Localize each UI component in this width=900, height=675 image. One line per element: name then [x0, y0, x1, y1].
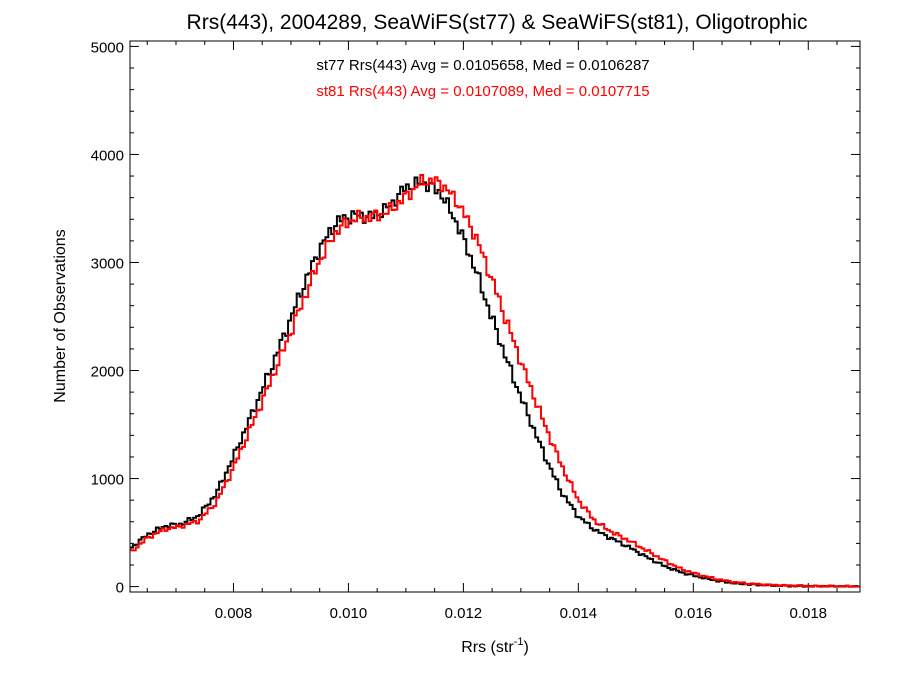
- chart-title: Rrs(443), 2004289, SeaWiFS(st77) & SeaWi…: [187, 11, 808, 34]
- st77-histogram-line: [130, 176, 860, 588]
- x-axis-label-superscript: -1: [514, 636, 524, 648]
- y-tick-label: 0: [116, 580, 124, 597]
- st81-stats-annotation: st81 Rrs(443) Avg = 0.0107089, Med = 0.0…: [316, 83, 649, 100]
- x-tick-label: 0.016: [675, 605, 713, 622]
- y-tick-label: 4000: [91, 147, 124, 164]
- x-tick-label: 0.018: [789, 605, 827, 622]
- st77-stats-annotation: st77 Rrs(443) Avg = 0.0105658, Med = 0.0…: [316, 57, 649, 74]
- x-tick-label: 0.014: [560, 605, 598, 622]
- y-tick-label: 1000: [91, 472, 124, 489]
- y-tick-label: 2000: [91, 364, 124, 381]
- x-tick-label: 0.008: [215, 605, 253, 622]
- x-axis-label-close: ): [523, 639, 528, 656]
- x-tick-label: 0.010: [330, 605, 368, 622]
- series-layer: [130, 174, 860, 588]
- y-tick-label: 5000: [91, 39, 124, 56]
- st81-histogram-line: [130, 174, 860, 588]
- axis-ticks: 0.008 0.010 0.012 0.014 0.016 0.018 0 1000 2000 3…: [91, 39, 860, 622]
- x-tick-label: 0.012: [445, 605, 483, 622]
- y-tick-label: 3000: [91, 255, 124, 272]
- y-axis-label: Number of Observations: [52, 229, 69, 402]
- x-axis-label: Rrs (str-1): [461, 636, 529, 656]
- plot-frame: [129, 40, 861, 593]
- x-axis-label-main: Rrs (str: [461, 639, 514, 656]
